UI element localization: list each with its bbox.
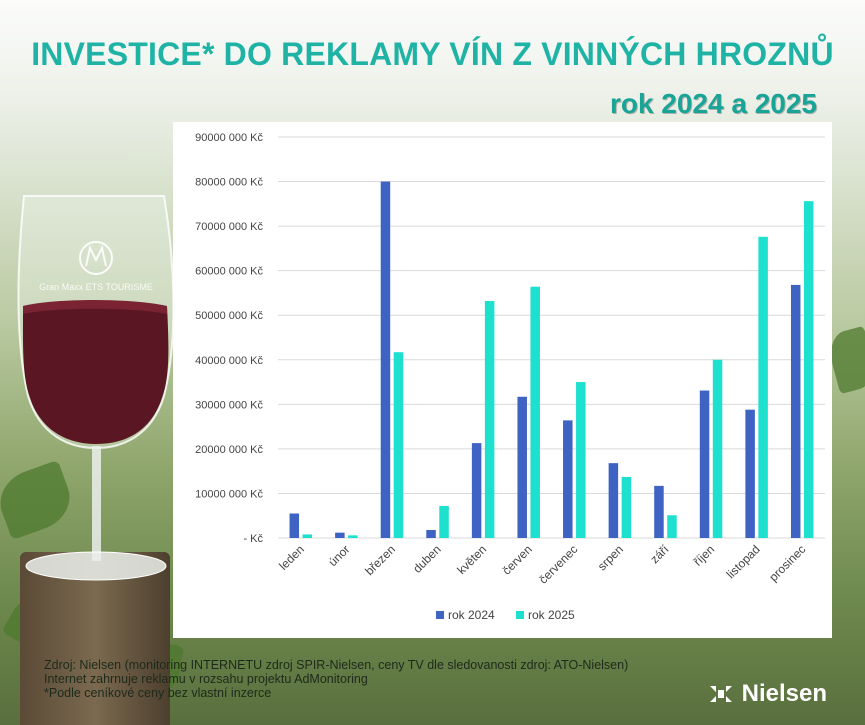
bar-rok-2025 (439, 505, 449, 538)
bar-rok-2025 (667, 515, 677, 538)
bar-rok-2024 (289, 513, 300, 538)
legend-label: rok 2024 (448, 608, 495, 622)
internet-note: Internet zahrnuje reklamu v rozsahu proj… (44, 672, 368, 686)
bar-rok-2025 (530, 286, 540, 538)
bar-rok-2025 (348, 535, 358, 538)
y-tick-label: 10000 000 Kč (195, 488, 263, 500)
y-tick-label: 50000 000 Kč (195, 310, 263, 322)
x-tick-label: březen (362, 542, 398, 578)
y-tick-label: 80000 000 Kč (195, 177, 263, 189)
bar-rok-2024 (426, 529, 436, 538)
x-tick-label: červenec (536, 542, 580, 586)
bar-rok-2024 (699, 390, 710, 538)
x-tick-label: únor (326, 542, 353, 569)
bar-rok-2024 (745, 409, 755, 538)
nielsen-logo-icon (709, 686, 732, 702)
page-title: INVESTICE* DO REKLAMY VÍN Z VINNÝCH HROZ… (31, 36, 834, 72)
bar-rok-2024 (790, 284, 801, 538)
page-subtitle: rok 2024 a 2025 (609, 88, 817, 119)
wooden-post (20, 552, 170, 725)
bar-rok-2024 (563, 420, 573, 538)
x-tick-label: duben (410, 542, 443, 575)
bar-rok-2024 (335, 532, 345, 538)
bar-rok-2024 (517, 396, 527, 538)
bar-rok-2025 (803, 201, 814, 538)
price-note: *Podle ceníkové ceny bez vlastní inzerce (44, 686, 272, 700)
bar-rok-2025 (484, 300, 495, 538)
x-tick-label: listopad (724, 542, 763, 581)
x-tick-label: prosinec (766, 542, 808, 584)
source-note: Zdroj: Nielsen (monitoring INTERNETU zdr… (44, 658, 629, 672)
bar-rok-2025 (576, 382, 586, 538)
x-tick-label: květen (454, 542, 489, 577)
x-tick-label: září (648, 542, 673, 567)
bar-rok-2024 (380, 181, 391, 539)
nielsen-brand: Nielsen (708, 680, 827, 708)
y-tick-label: 70000 000 Kč (195, 221, 263, 233)
x-tick-label: srpen (595, 542, 626, 573)
legend-label: rok 2025 (528, 608, 575, 622)
chart-panel: - Kč 10000 000 Kč 20000 000 Kč 30000 000 Kč… (173, 122, 832, 638)
bar-rok-2025 (712, 359, 723, 538)
glass-engraving: Gran Maxx ETS TOURISME (39, 282, 153, 292)
bar-rok-2025 (393, 352, 404, 538)
bar-rok-2024 (608, 463, 619, 538)
bar-chart: - Kč 10000 000 Kč 20000 000 Kč 30000 000 Kč… (195, 132, 825, 622)
footer-notes: Zdroj: Nielsen (monitoring INTERNETU zdr… (44, 658, 764, 700)
y-tick-label: 40000 000 Kč (195, 355, 263, 367)
legend-swatch (516, 611, 524, 619)
y-tick-label: 30000 000 Kč (195, 399, 263, 411)
legend-swatch (436, 611, 444, 619)
y-tick-label: 60000 000 Kč (195, 266, 263, 278)
bar-rok-2024 (654, 485, 664, 538)
brand-name: Nielsen (741, 680, 827, 707)
y-tick-label: 90000 000 Kč (195, 132, 263, 144)
y-tick-label: - Kč (243, 533, 263, 545)
wine-glass-icon: Gran Maxx ETS TOURISME (17, 195, 175, 581)
bar-rok-2025 (758, 236, 768, 538)
y-tick-label: 20000 000 Kč (195, 444, 263, 456)
bar-rok-2025 (302, 534, 313, 538)
x-tick-label: červen (499, 542, 534, 577)
bar-rok-2025 (621, 476, 632, 538)
x-tick-label: leden (276, 542, 307, 573)
bar-rok-2024 (471, 443, 482, 538)
x-tick-label: říjen (691, 542, 717, 568)
